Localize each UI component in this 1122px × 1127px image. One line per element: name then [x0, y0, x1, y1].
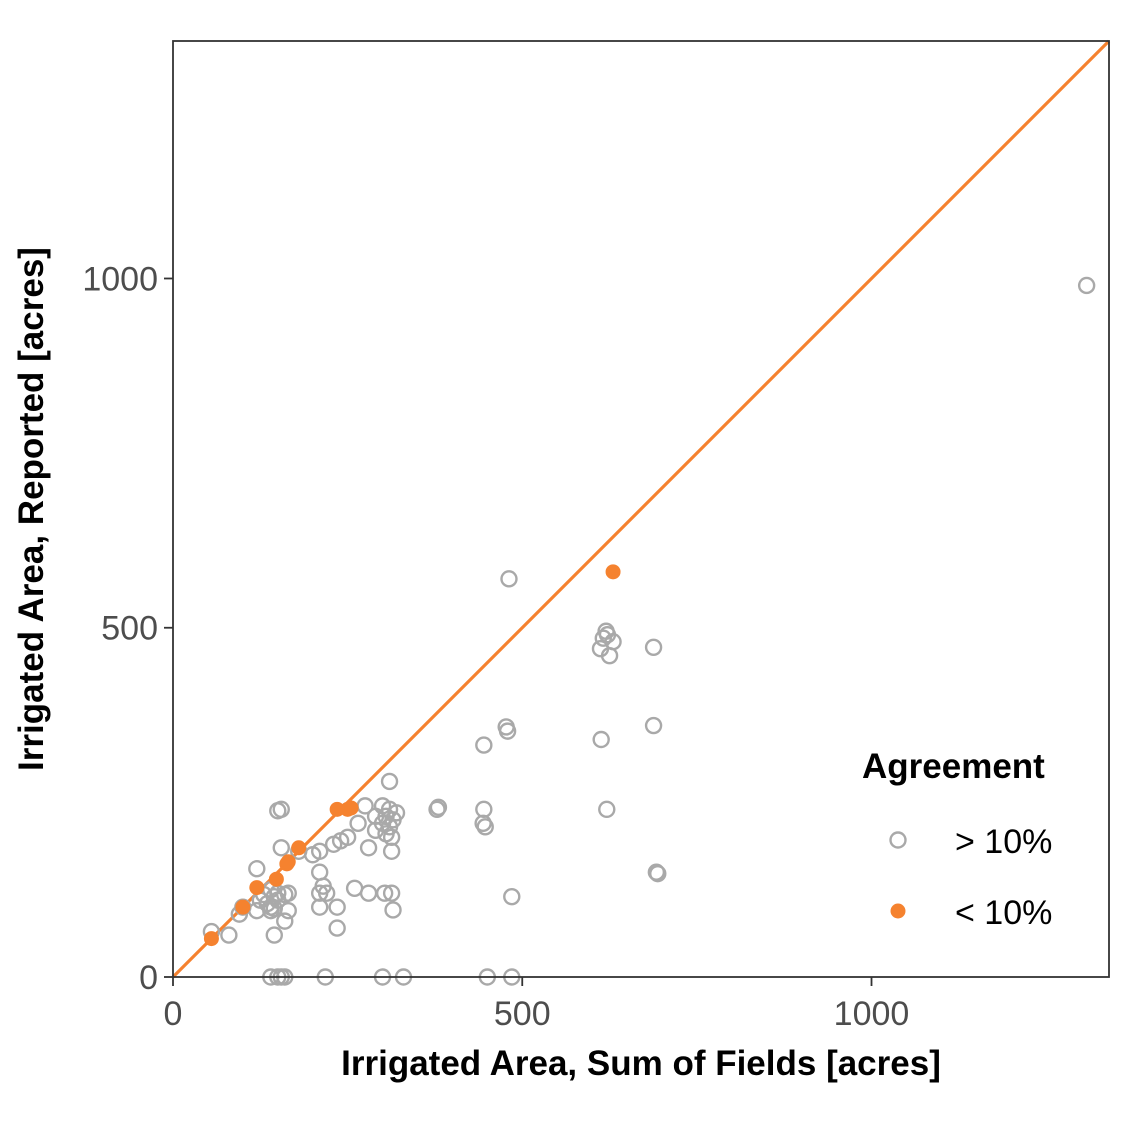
y-tick-label: 1000: [82, 260, 158, 298]
point-gt10: [382, 842, 401, 860]
x-tick-label: 0: [164, 995, 183, 1033]
x-axis-title: Irrigated Area, Sum of Fields [acres]: [341, 1044, 941, 1083]
point-gt10: [384, 901, 402, 919]
point-gt10: [500, 570, 518, 588]
point-gt10: [428, 800, 446, 819]
point-gt10: [644, 638, 663, 657]
legend-title: Agreement: [862, 747, 1045, 786]
point-gt10: [220, 926, 238, 944]
point-gt10: [279, 901, 297, 920]
point-lt10: [280, 854, 296, 870]
legend-label-lt10: < 10%: [955, 894, 1052, 932]
point-gt10: [276, 912, 294, 930]
point-gt10: [644, 716, 663, 735]
point-gt10: [598, 800, 616, 819]
legend-label-gt10: > 10%: [955, 823, 1052, 861]
point-lt10: [605, 564, 621, 580]
point-gt10: [649, 864, 667, 883]
point-gt10: [592, 730, 610, 749]
point-gt10: [1077, 276, 1096, 295]
y-tick-label: 500: [101, 610, 158, 648]
point-gt10: [349, 814, 367, 833]
identity-line: [171, 39, 1111, 979]
point-gt10: [382, 884, 401, 902]
legend: Agreement > 10% < 10%: [862, 747, 1052, 932]
x-tick-label: 500: [494, 995, 551, 1033]
point-gt10: [310, 842, 329, 860]
point-gt10: [476, 818, 494, 836]
point-lt10: [291, 840, 307, 856]
point-gt10: [359, 839, 378, 857]
plot-panel-border: [172, 40, 1110, 978]
point-gt10: [317, 884, 336, 902]
reference-line-layer: [171, 39, 1111, 979]
point-gt10: [475, 736, 493, 754]
y-tick-label: 0: [139, 959, 158, 997]
y-axis-title: Irrigated Area, Reported [acres]: [12, 247, 51, 771]
point-lt10: [235, 899, 251, 915]
point-gt10: [269, 802, 287, 820]
point-gt10: [310, 898, 329, 916]
point-gt10: [265, 926, 283, 944]
y-axis: 0 500 1000: [82, 260, 173, 997]
point-lt10: [329, 801, 345, 817]
point-gt10: [503, 887, 521, 906]
point-gt10: [248, 860, 266, 878]
point-gt10: [328, 898, 346, 916]
point-gt10: [375, 884, 394, 902]
point-gt10: [380, 772, 399, 791]
point-gt10: [387, 804, 406, 822]
point-gt10: [498, 722, 517, 740]
x-tick-label: 1000: [834, 995, 910, 1033]
point-gt10: [594, 629, 612, 647]
legend-key-lt10: [890, 903, 906, 919]
x-axis: 0 500 1000: [164, 977, 910, 1033]
point-lt10: [268, 871, 284, 887]
point-gt10: [366, 821, 385, 840]
point-gt10: [272, 839, 290, 857]
point-gt10: [324, 835, 343, 853]
point-gt10: [647, 863, 666, 881]
legend-key-gt10: [889, 831, 907, 849]
point-gt10: [262, 901, 280, 920]
point-gt10: [328, 919, 346, 937]
point-lt10: [249, 880, 265, 896]
point-gt10: [600, 646, 619, 665]
point-lt10: [203, 931, 219, 947]
point-lt10: [343, 800, 359, 816]
